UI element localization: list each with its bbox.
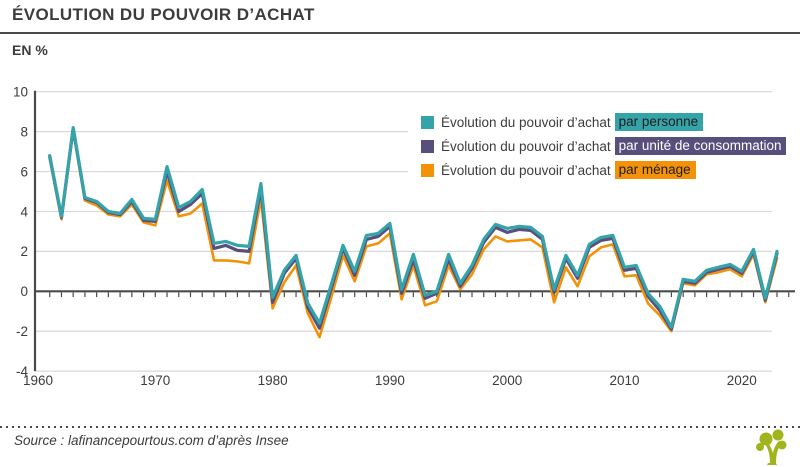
x-axis-label: 1960 xyxy=(23,373,53,388)
series-line xyxy=(48,129,779,339)
legend-item: Évolution du pouvoir d’achat par personne xyxy=(421,113,786,131)
legend-prefix: Évolution du pouvoir d’achat xyxy=(441,162,611,178)
y-axis-label: 4 xyxy=(20,204,28,219)
legend-item: Évolution du pouvoir d’achat par ménage xyxy=(421,161,786,179)
legend-highlight: par ménage xyxy=(614,161,696,179)
dotted-divider xyxy=(0,426,800,428)
x-axis-label: 2010 xyxy=(609,373,639,388)
page-title: ÉVOLUTION DU POUVOIR D’ACHAT xyxy=(12,5,315,24)
legend-item: Évolution du pouvoir d’achat par unité de… xyxy=(421,137,787,155)
x-axis-label: 2000 xyxy=(492,373,522,388)
tree-logo xyxy=(756,429,787,465)
x-axis-label: 2020 xyxy=(727,373,757,388)
x-axis-label: 1990 xyxy=(375,373,405,388)
y-axis-label: -2 xyxy=(16,324,28,339)
y-axis-label: 2 xyxy=(20,244,28,259)
y-axis-label: 6 xyxy=(20,164,28,179)
y-axis-label: -4 xyxy=(16,364,28,379)
title-divider xyxy=(0,32,800,34)
legend-swatch-icon xyxy=(421,163,434,177)
source-text: Source : lafinancepourtous.com d’après I… xyxy=(14,433,289,448)
legend-prefix: Évolution du pouvoir d’achat xyxy=(441,114,611,130)
legend-prefix: Évolution du pouvoir d’achat xyxy=(441,138,611,154)
y-axis-label: 0 xyxy=(20,284,28,299)
legend-swatch-icon xyxy=(421,139,434,153)
chart-legend: Évolution du pouvoir d’achat par personne… xyxy=(408,110,795,185)
unit-label: EN % xyxy=(12,42,48,58)
series-line xyxy=(48,125,779,329)
legend-swatch-icon xyxy=(421,115,434,129)
y-axis-label: 8 xyxy=(20,124,28,139)
legend-highlight: par unité de consommation xyxy=(614,137,787,155)
x-axis-label: 1970 xyxy=(140,373,170,388)
y-axis-label: 10 xyxy=(13,85,28,100)
legend-highlight: par personne xyxy=(614,113,704,131)
x-axis-label: 1980 xyxy=(258,373,288,388)
